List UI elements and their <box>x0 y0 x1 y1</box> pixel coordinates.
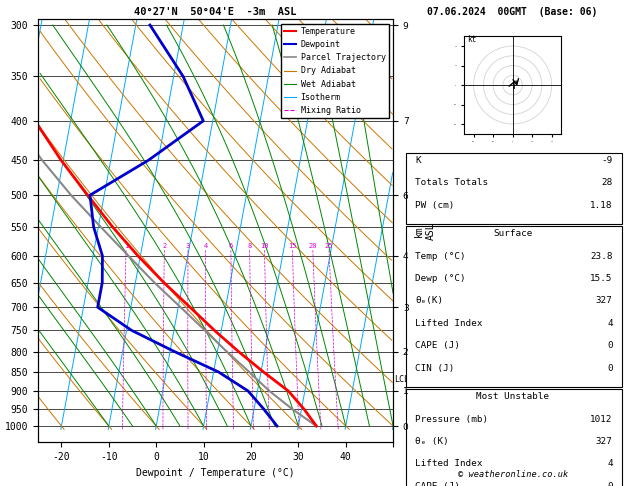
Text: 327: 327 <box>596 437 613 446</box>
Text: 23.8: 23.8 <box>590 252 613 261</box>
Text: -9: -9 <box>601 156 613 165</box>
Text: CAPE (J): CAPE (J) <box>415 482 460 486</box>
Text: Pressure (mb): Pressure (mb) <box>415 415 488 424</box>
Text: 3: 3 <box>186 243 190 249</box>
Text: © weatheronline.co.uk: © weatheronline.co.uk <box>457 469 568 479</box>
Text: 0: 0 <box>607 341 613 350</box>
Text: 15: 15 <box>288 243 297 249</box>
Text: Temp (°C): Temp (°C) <box>415 252 465 261</box>
Text: 327: 327 <box>596 296 613 306</box>
Text: PW (cm): PW (cm) <box>415 201 454 210</box>
Text: CAPE (J): CAPE (J) <box>415 341 460 350</box>
Text: Dewp (°C): Dewp (°C) <box>415 274 465 283</box>
Legend: Temperature, Dewpoint, Parcel Trajectory, Dry Adiabat, Wet Adiabat, Isotherm, Mi: Temperature, Dewpoint, Parcel Trajectory… <box>281 24 389 118</box>
Text: 1.18: 1.18 <box>590 201 613 210</box>
Title: 40°27'N  50°04'E  -3m  ASL: 40°27'N 50°04'E -3m ASL <box>134 7 297 17</box>
Text: 1: 1 <box>124 243 128 249</box>
Text: 28: 28 <box>601 178 613 188</box>
Text: 20: 20 <box>309 243 317 249</box>
Text: 6: 6 <box>229 243 233 249</box>
Bar <box>406 226 622 387</box>
Bar <box>406 153 622 224</box>
Text: 07.06.2024  00GMT  (Base: 06): 07.06.2024 00GMT (Base: 06) <box>428 7 598 17</box>
Text: 1012: 1012 <box>590 415 613 424</box>
Text: 10: 10 <box>260 243 269 249</box>
Text: Totals Totals: Totals Totals <box>415 178 488 188</box>
Text: θₑ (K): θₑ (K) <box>415 437 448 446</box>
Text: Surface: Surface <box>493 229 532 239</box>
Text: 4: 4 <box>203 243 208 249</box>
Text: Most Unstable: Most Unstable <box>476 392 549 401</box>
Text: 0: 0 <box>607 364 613 373</box>
Text: 2: 2 <box>162 243 167 249</box>
Text: K: K <box>415 156 421 165</box>
Text: 0: 0 <box>607 482 613 486</box>
Text: 8: 8 <box>247 243 252 249</box>
Text: 4: 4 <box>607 319 613 328</box>
Text: 25: 25 <box>325 243 333 249</box>
Text: 4: 4 <box>607 459 613 469</box>
Text: LCL: LCL <box>394 375 409 384</box>
Text: CIN (J): CIN (J) <box>415 364 454 373</box>
Text: kt: kt <box>467 35 476 44</box>
Text: Lifted Index: Lifted Index <box>415 459 482 469</box>
Text: Lifted Index: Lifted Index <box>415 319 482 328</box>
Text: θₑ(K): θₑ(K) <box>415 296 443 306</box>
Bar <box>406 389 622 486</box>
Text: 15.5: 15.5 <box>590 274 613 283</box>
X-axis label: Dewpoint / Temperature (°C): Dewpoint / Temperature (°C) <box>136 468 295 478</box>
Y-axis label: km
ASL: km ASL <box>414 222 436 240</box>
